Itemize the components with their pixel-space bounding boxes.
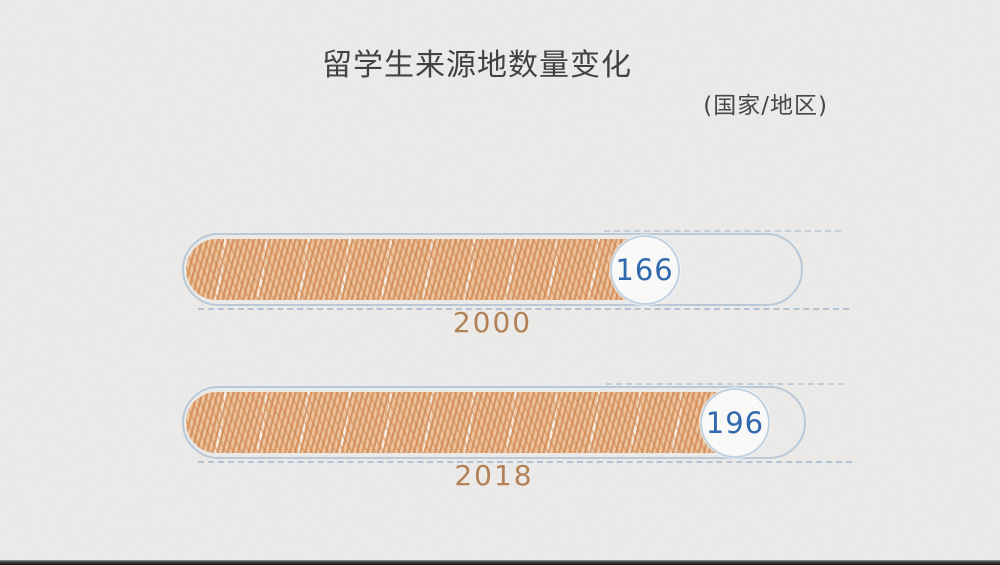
bar-fill: 196 xyxy=(186,387,770,458)
letterbox-bar xyxy=(0,560,1000,565)
value-badge: 196 xyxy=(699,387,770,458)
chart-subtitle: (国家/地区) xyxy=(703,93,828,119)
category-label: 2018 xyxy=(454,459,534,492)
chart-title: 留学生来源地数量变化 xyxy=(322,48,632,83)
bar-fill: 166 xyxy=(186,234,680,305)
category-label: 2000 xyxy=(452,306,533,339)
value-label: 196 xyxy=(705,405,765,440)
value-label: 166 xyxy=(615,252,674,287)
bar-track: 196 xyxy=(182,383,852,463)
value-badge: 166 xyxy=(609,234,680,305)
bar-track: 166 xyxy=(182,230,849,310)
